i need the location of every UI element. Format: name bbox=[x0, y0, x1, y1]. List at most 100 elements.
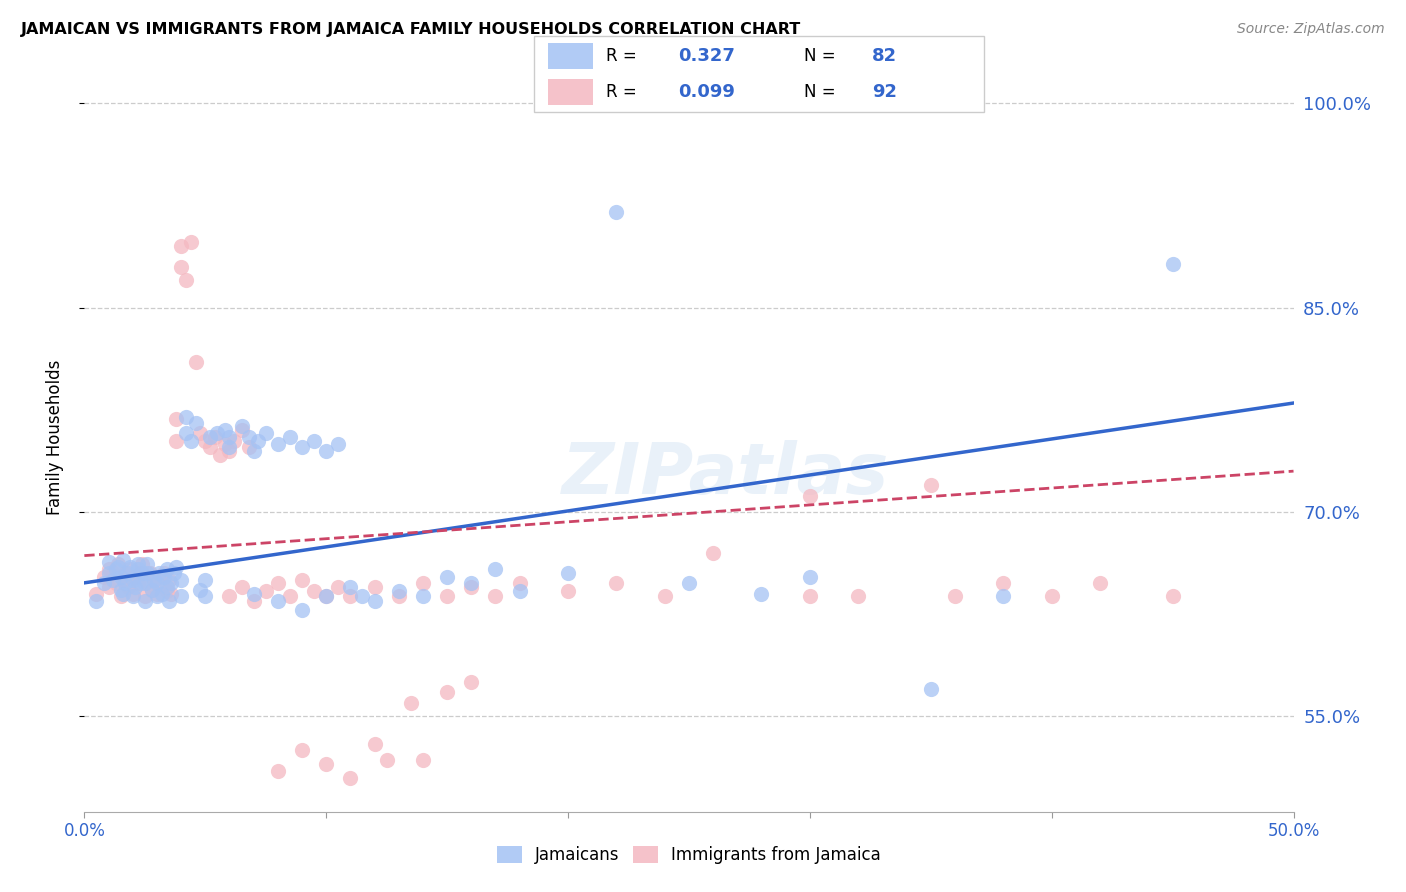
Point bbox=[127, 557, 149, 571]
Point bbox=[846, 590, 869, 604]
Point bbox=[328, 580, 350, 594]
FancyBboxPatch shape bbox=[548, 43, 593, 69]
Point bbox=[291, 743, 314, 757]
Point bbox=[1161, 590, 1184, 604]
Point bbox=[136, 557, 159, 571]
Point bbox=[134, 593, 156, 607]
Point bbox=[112, 573, 135, 587]
Point bbox=[238, 430, 260, 444]
Point bbox=[174, 409, 197, 424]
Point bbox=[1161, 257, 1184, 271]
Point bbox=[104, 562, 127, 576]
Point bbox=[134, 575, 156, 590]
Text: Source: ZipAtlas.com: Source: ZipAtlas.com bbox=[1237, 22, 1385, 37]
Point bbox=[198, 440, 221, 454]
Point bbox=[103, 566, 125, 581]
Point bbox=[920, 477, 942, 491]
Point bbox=[163, 566, 186, 581]
Point bbox=[93, 570, 115, 584]
Point bbox=[170, 239, 193, 253]
Point bbox=[218, 440, 240, 454]
Point bbox=[157, 573, 180, 587]
Point bbox=[363, 580, 385, 594]
Text: ZIPatlas: ZIPatlas bbox=[561, 440, 889, 509]
Point bbox=[557, 584, 579, 599]
Point bbox=[150, 587, 173, 601]
Text: 92: 92 bbox=[872, 83, 897, 101]
Point bbox=[315, 443, 337, 458]
Point bbox=[124, 580, 146, 594]
Point bbox=[920, 682, 942, 697]
Point bbox=[110, 590, 132, 604]
Point bbox=[363, 737, 385, 751]
Point bbox=[136, 566, 159, 581]
Point bbox=[184, 417, 207, 431]
Point bbox=[97, 580, 120, 594]
Point bbox=[363, 593, 385, 607]
Point bbox=[160, 587, 183, 601]
Point bbox=[315, 757, 337, 772]
Point bbox=[799, 489, 821, 503]
Text: 82: 82 bbox=[872, 47, 897, 65]
Point bbox=[315, 590, 337, 604]
Text: 0.099: 0.099 bbox=[678, 83, 735, 101]
Point bbox=[148, 566, 170, 581]
Point bbox=[124, 570, 146, 584]
Point bbox=[141, 582, 163, 597]
Point bbox=[412, 753, 434, 767]
Point bbox=[654, 590, 676, 604]
Point bbox=[97, 562, 120, 576]
Point bbox=[208, 448, 231, 462]
Point bbox=[190, 425, 212, 440]
Point bbox=[155, 562, 177, 576]
Point bbox=[134, 590, 156, 604]
Text: R =: R = bbox=[606, 83, 643, 101]
Point bbox=[107, 557, 129, 571]
Point bbox=[242, 587, 264, 601]
Point bbox=[148, 570, 170, 584]
Point bbox=[150, 575, 173, 590]
Point bbox=[247, 434, 270, 449]
Point bbox=[509, 584, 531, 599]
Point bbox=[799, 590, 821, 604]
Point bbox=[180, 434, 202, 449]
Point bbox=[198, 430, 221, 444]
Point bbox=[267, 593, 290, 607]
Point bbox=[190, 582, 212, 597]
Point bbox=[146, 575, 169, 590]
FancyBboxPatch shape bbox=[548, 78, 593, 105]
Point bbox=[214, 437, 236, 451]
Point bbox=[254, 584, 277, 599]
Point bbox=[131, 557, 153, 571]
Point bbox=[339, 580, 361, 594]
Point bbox=[218, 430, 240, 444]
Point bbox=[121, 590, 143, 604]
Point bbox=[121, 573, 143, 587]
Point bbox=[399, 696, 422, 710]
Point bbox=[157, 593, 180, 607]
Point bbox=[110, 582, 132, 597]
Point bbox=[328, 437, 350, 451]
Point bbox=[484, 590, 506, 604]
Point bbox=[678, 575, 700, 590]
Point bbox=[103, 573, 125, 587]
Point bbox=[509, 575, 531, 590]
Point bbox=[605, 575, 627, 590]
Text: 0.327: 0.327 bbox=[678, 47, 735, 65]
Point bbox=[993, 590, 1015, 604]
Point bbox=[129, 575, 152, 590]
Point bbox=[97, 566, 120, 581]
Point bbox=[129, 566, 152, 581]
Point bbox=[943, 590, 966, 604]
Point bbox=[153, 566, 176, 581]
Point bbox=[267, 764, 290, 778]
Point bbox=[412, 575, 434, 590]
Point bbox=[184, 355, 207, 369]
Point bbox=[86, 587, 108, 601]
Text: N =: N = bbox=[804, 83, 841, 101]
Text: N =: N = bbox=[804, 47, 841, 65]
Point bbox=[174, 425, 197, 440]
Text: JAMAICAN VS IMMIGRANTS FROM JAMAICA FAMILY HOUSEHOLDS CORRELATION CHART: JAMAICAN VS IMMIGRANTS FROM JAMAICA FAMI… bbox=[21, 22, 801, 37]
Point bbox=[339, 771, 361, 785]
Point bbox=[194, 573, 217, 587]
